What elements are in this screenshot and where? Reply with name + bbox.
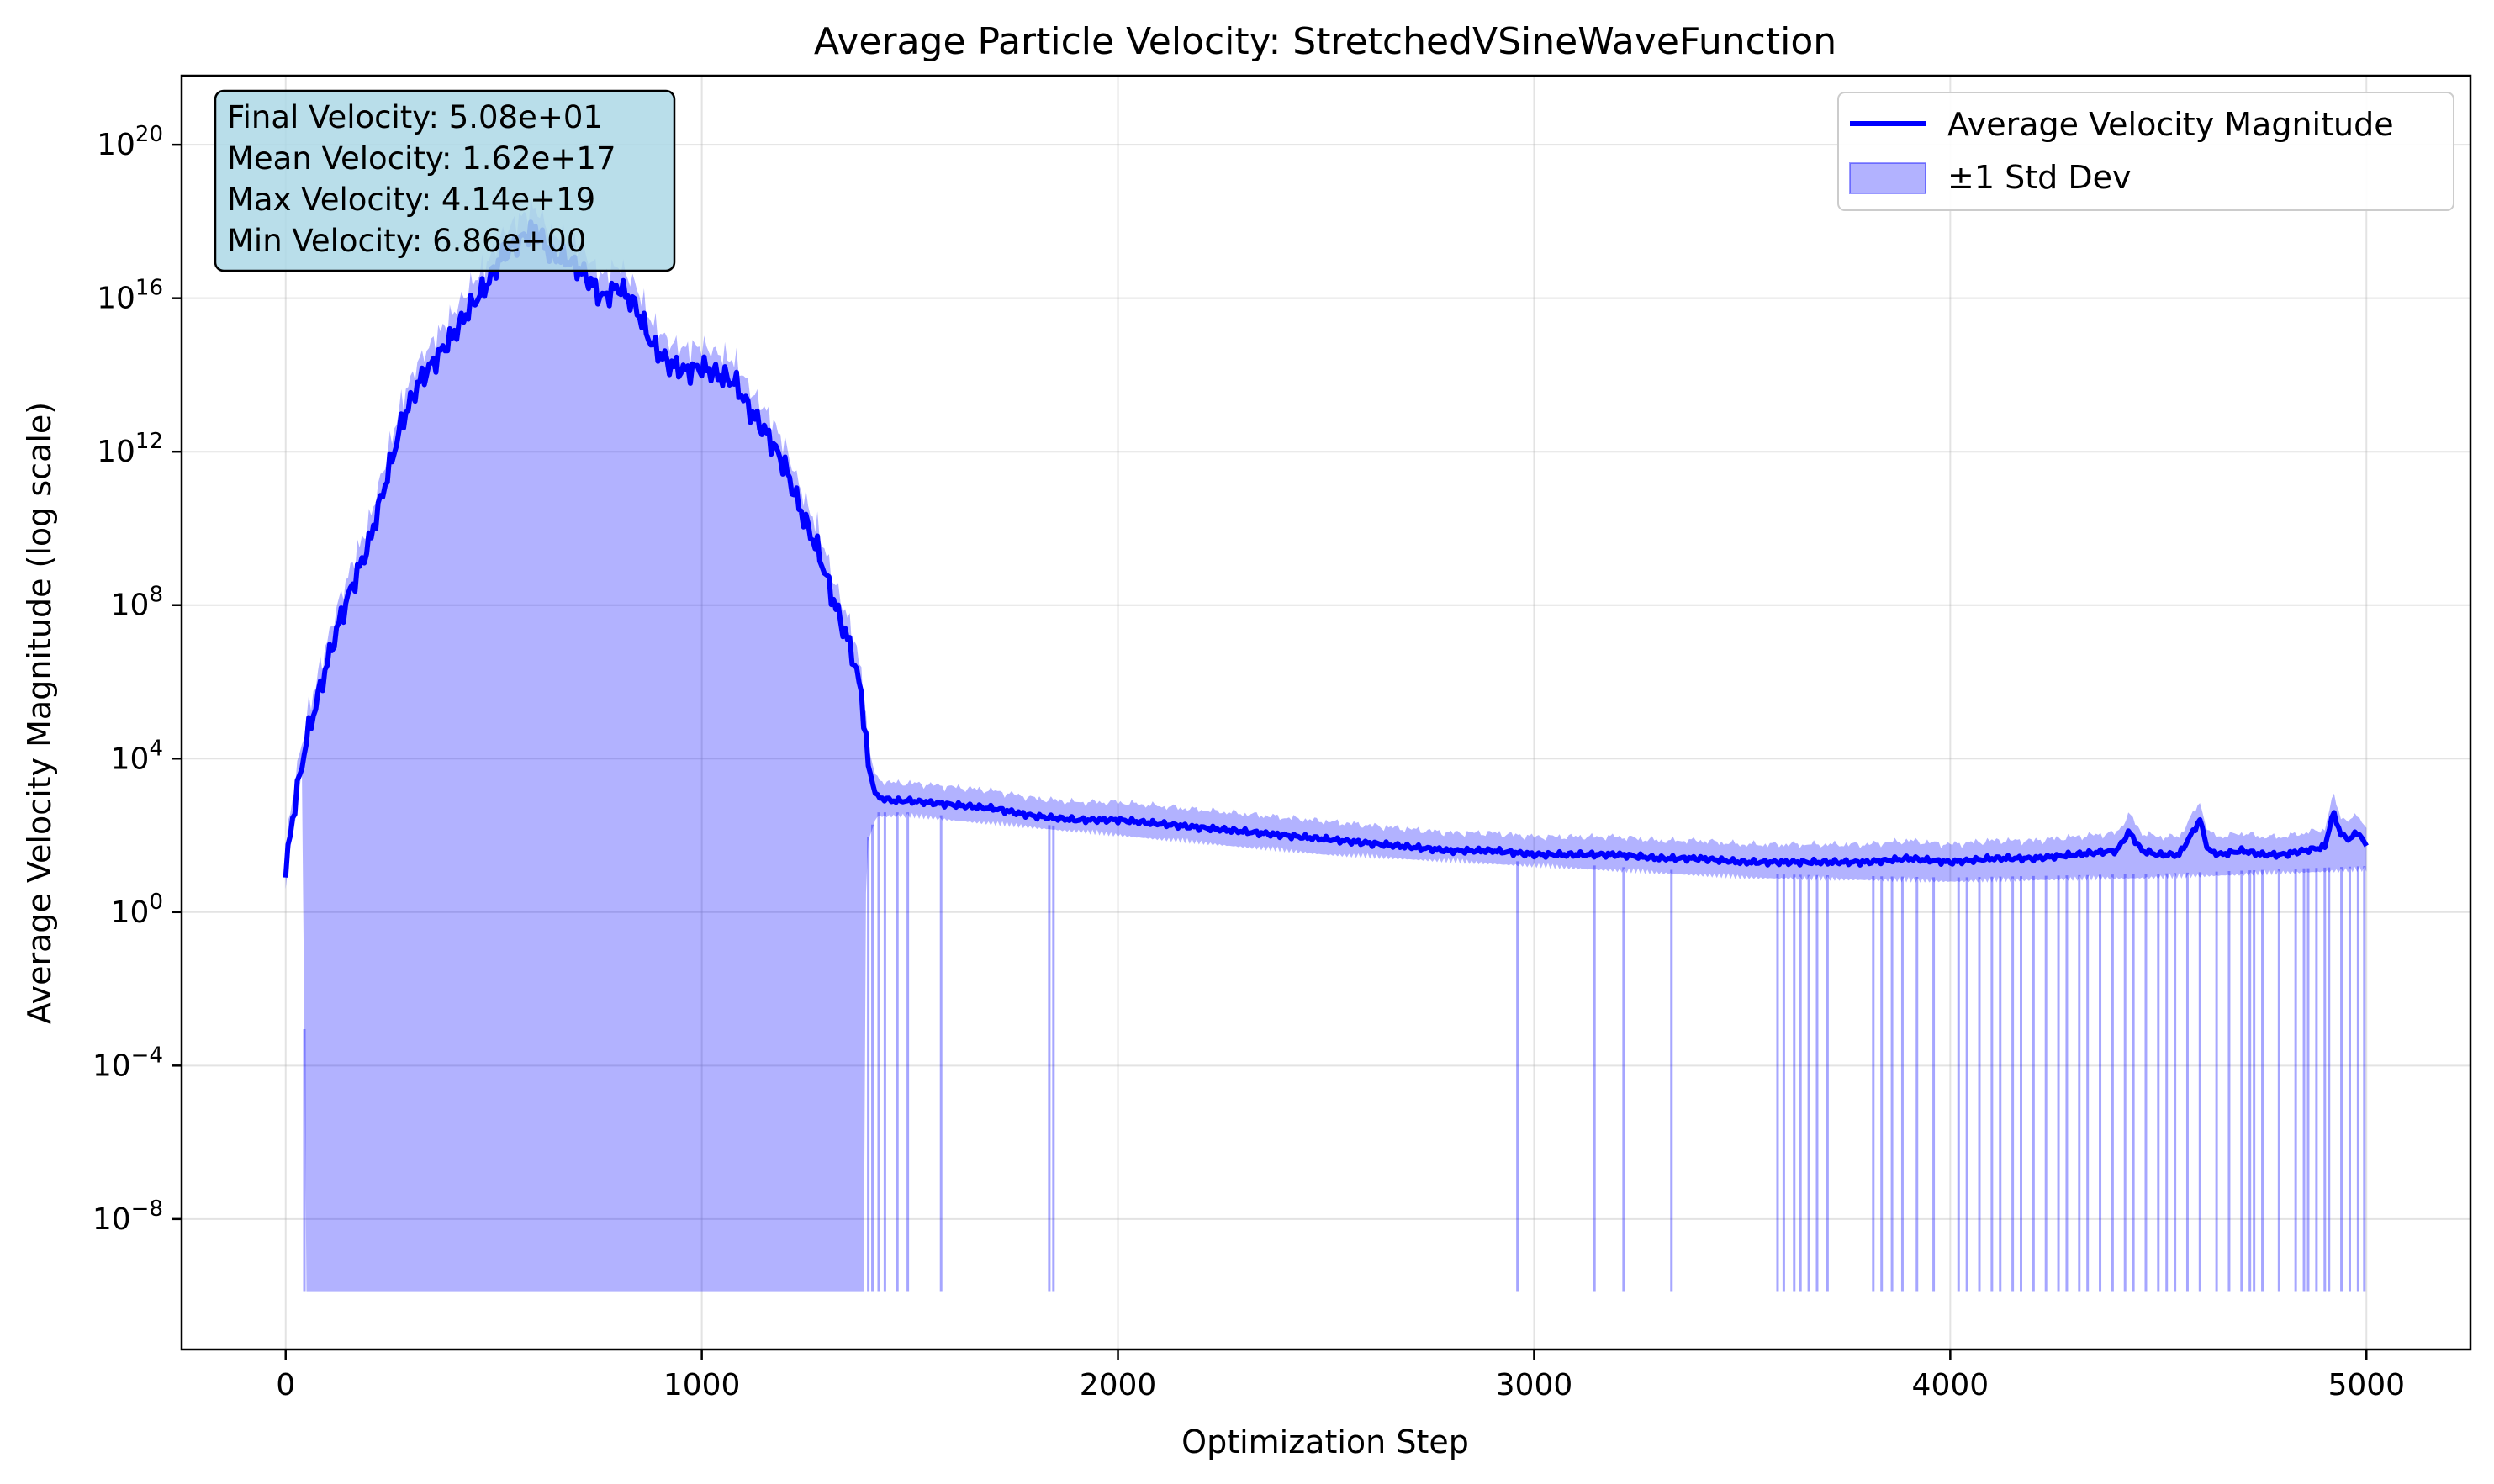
x-tick-label: 2000: [1080, 1368, 1157, 1402]
x-tick-label: 3000: [1496, 1368, 1573, 1402]
y-axis-label: Average Velocity Magnitude (log scale): [21, 402, 58, 1024]
stats-max-velocity: Max Velocity: 4.14e+19: [227, 182, 595, 218]
plot-frame: [180, 74, 2472, 1351]
plot-area: [283, 198, 2369, 1292]
y-tick-label: 10−8: [92, 1196, 163, 1237]
stats-mean-velocity: Mean Velocity: 1.62e+17: [227, 140, 616, 177]
x-tick-label: 1000: [663, 1368, 741, 1402]
chart-title: Average Particle Velocity: StretchedVSin…: [814, 20, 1836, 63]
std-dev-band: [285, 198, 2367, 1292]
x-tick-label: 0: [276, 1368, 295, 1402]
x-tick-label: 4000: [1912, 1368, 1989, 1402]
x-axis-label: Optimization Step: [1181, 1423, 1469, 1460]
y-tick-label: 10−4: [92, 1043, 163, 1083]
stats-box: Final Velocity: 5.08e+01 Mean Velocity: …: [214, 89, 676, 272]
x-tick-label: 5000: [2328, 1368, 2405, 1402]
y-tick-label: 100: [111, 890, 163, 930]
y-tick-label: 1020: [97, 122, 163, 162]
y-tick-label: 108: [111, 583, 163, 623]
y-axis-ticks: 1020 1016 1012 108 104 100 10−4 10−8: [92, 122, 182, 1237]
legend: Average Velocity Magnitude ±1 Std Dev: [1837, 92, 2454, 211]
std-dev-dips: [303, 812, 2366, 1292]
legend-label-average: Average Velocity Magnitude: [1947, 106, 2394, 143]
y-tick-label: 1012: [97, 429, 163, 469]
legend-label-stddev: ±1 Std Dev: [1947, 159, 2131, 196]
legend-box: [1837, 92, 2454, 211]
grid-lines: [182, 76, 2470, 1349]
stats-box-background: [214, 89, 676, 272]
average-velocity-line: [283, 219, 2369, 878]
y-tick-label: 104: [111, 736, 163, 776]
stats-final-velocity: Final Velocity: 5.08e+01: [227, 99, 603, 135]
x-axis-ticks: 0 1000 2000 3000 4000 5000: [276, 1349, 2405, 1402]
y-tick-label: 1016: [97, 276, 163, 316]
stats-min-velocity: Min Velocity: 6.86e+00: [227, 223, 586, 259]
legend-band-swatch: [1849, 162, 1926, 194]
